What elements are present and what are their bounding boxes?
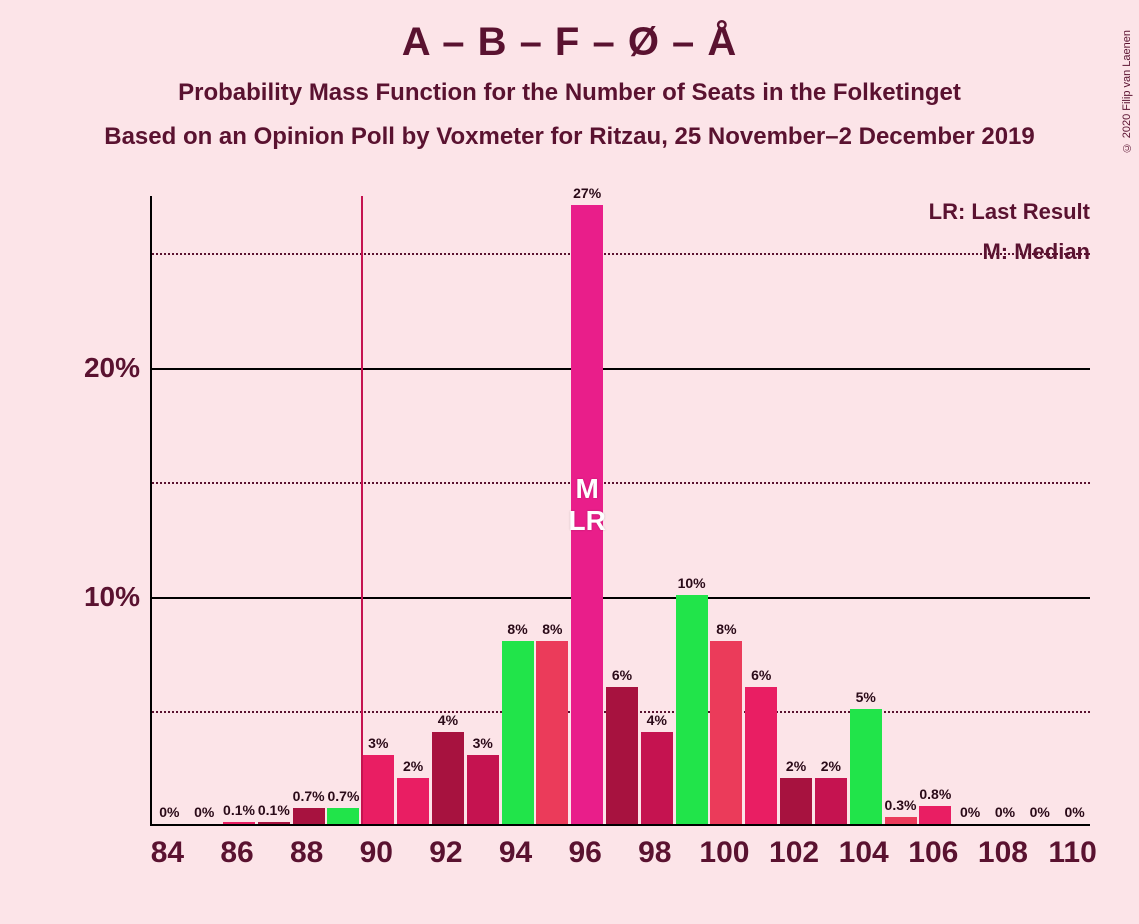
x-tick-label: 92	[429, 836, 462, 870]
bar-value-label: 0%	[1064, 804, 1084, 820]
plot-area: 0%0%0.1%0.1%0.7%0.7%3%2%4%3%8%8%27%6%4%1…	[150, 196, 1090, 826]
bar: 6%	[745, 687, 777, 824]
bar-value-label: 0.1%	[223, 802, 255, 818]
y-tick-label: 10%	[70, 581, 140, 613]
x-tick-label: 106	[908, 836, 958, 870]
x-tick-label: 86	[220, 836, 253, 870]
bar: 6%	[606, 687, 638, 824]
x-tick-label: 104	[839, 836, 889, 870]
bar: 0.3%	[885, 817, 917, 824]
bar-value-label: 0.3%	[885, 797, 917, 813]
bar-value-label: 3%	[473, 735, 493, 751]
bar-value-label: 27%	[573, 185, 601, 201]
x-tick-label: 84	[151, 836, 184, 870]
bar-value-label: 4%	[438, 712, 458, 728]
copyright-note: © 2020 Filip van Laenen	[1121, 30, 1133, 153]
bar-value-label: 8%	[542, 621, 562, 637]
bar: 5%	[850, 709, 882, 824]
x-axis-ticks: 8486889092949698100102104106108110	[150, 830, 1090, 870]
bar: 8%	[502, 641, 534, 824]
bar-value-label: 0%	[1030, 804, 1050, 820]
bar-value-label: 0%	[960, 804, 980, 820]
x-tick-label: 98	[638, 836, 671, 870]
x-tick-label: 94	[499, 836, 532, 870]
bar: 0.1%	[223, 822, 255, 824]
x-tick-label: 100	[699, 836, 749, 870]
bar-group: 0%0%0.1%0.1%0.7%0.7%3%2%4%3%8%8%27%6%4%1…	[152, 196, 1090, 824]
chart-title: A – B – F – Ø – Å	[0, 20, 1139, 65]
bar: 0.1%	[258, 822, 290, 824]
bar-value-label: 0%	[159, 804, 179, 820]
bar: 0.8%	[919, 806, 951, 824]
x-tick-label: 102	[769, 836, 819, 870]
bar-value-label: 3%	[368, 735, 388, 751]
chart-container: LR: Last Result M: Median 0%0%0.1%0.1%0.…	[70, 186, 1100, 876]
x-tick-label: 108	[978, 836, 1028, 870]
x-tick-label: 110	[1048, 836, 1096, 870]
bar: 4%	[641, 732, 673, 824]
x-tick-label: 96	[568, 836, 601, 870]
bar-value-label: 8%	[716, 621, 736, 637]
bar-value-label: 10%	[678, 575, 706, 591]
bar-value-label: 5%	[856, 689, 876, 705]
median-lr-label: MLR	[569, 473, 606, 537]
bar-value-label: 0%	[194, 804, 214, 820]
bar-value-label: 0.1%	[258, 802, 290, 818]
bar-value-label: 0.7%	[293, 788, 325, 804]
bar: 2%	[815, 778, 847, 824]
bar-value-label: 6%	[751, 667, 771, 683]
bar: 2%	[780, 778, 812, 824]
bar: 3%	[467, 755, 499, 824]
bar-value-label: 2%	[786, 758, 806, 774]
bar: 8%	[710, 641, 742, 824]
bar: 3%	[362, 755, 394, 824]
chart-subtitle-1: Probability Mass Function for the Number…	[0, 79, 1139, 107]
chart-subtitle-2: Based on an Opinion Poll by Voxmeter for…	[0, 123, 1139, 151]
bar-value-label: 2%	[403, 758, 423, 774]
bar-value-label: 0.7%	[327, 788, 359, 804]
x-tick-label: 88	[290, 836, 323, 870]
bar: 10%	[676, 595, 708, 824]
bar: 2%	[397, 778, 429, 824]
bar: 4%	[432, 732, 464, 824]
bar-value-label: 2%	[821, 758, 841, 774]
bar-value-label: 6%	[612, 667, 632, 683]
bar-value-label: 8%	[507, 621, 527, 637]
bar-value-label: 0.8%	[919, 786, 951, 802]
bar: 0.7%	[327, 808, 359, 824]
bar-value-label: 0%	[995, 804, 1015, 820]
last-result-vline	[361, 196, 363, 824]
y-tick-label: 20%	[70, 352, 140, 384]
x-tick-label: 90	[360, 836, 393, 870]
bar: 0.7%	[293, 808, 325, 824]
bar: 8%	[536, 641, 568, 824]
bar-value-label: 4%	[647, 712, 667, 728]
